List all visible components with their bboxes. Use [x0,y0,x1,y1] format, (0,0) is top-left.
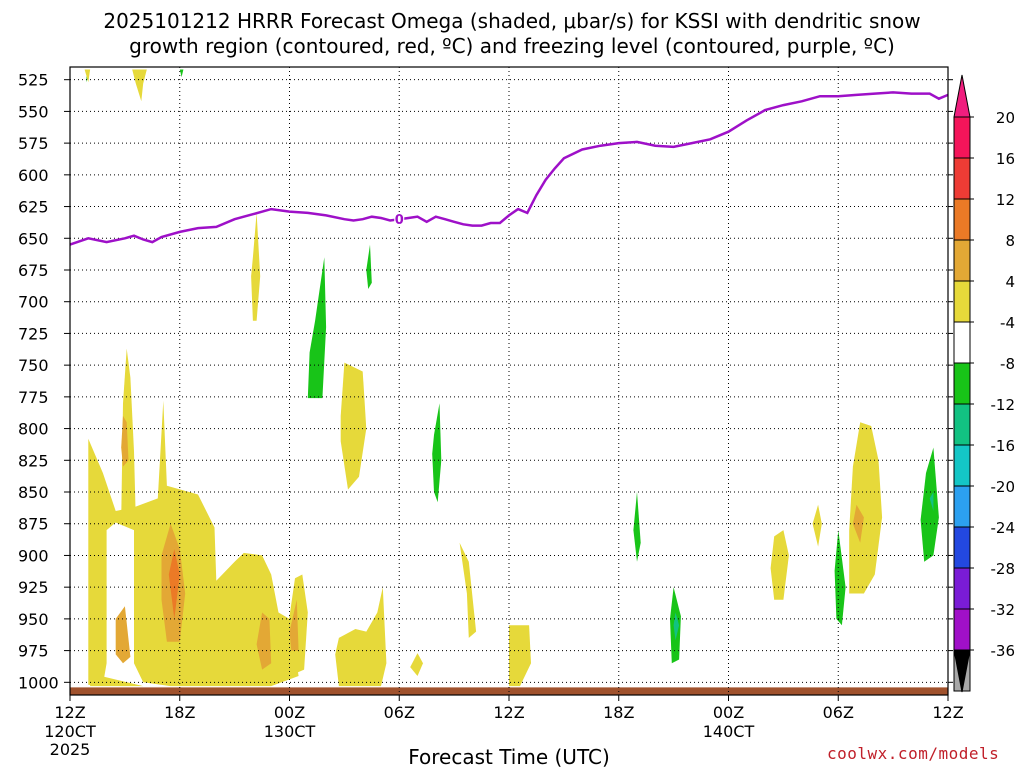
x-tick-label-30: 18Z [603,703,634,722]
colorbar-label--16: -16 [991,437,1016,455]
omega-region-9 [509,625,531,687]
y-tick-label-975: 975 [18,642,49,661]
freezing-level-label-bg [394,212,405,227]
colorbar-swatch-11 [953,567,971,610]
colorbar-swatch-9 [953,485,971,528]
omega-region-7 [410,653,423,676]
omega-region-8 [459,542,477,638]
omega-region-6 [335,587,387,687]
colorbar-swatch-0 [953,116,971,159]
y-tick-label-575: 575 [18,134,49,153]
y-tick-label-850: 850 [18,483,49,502]
colorbar-tip-top [953,74,971,118]
y-tick-label-925: 925 [18,578,49,597]
omega-region-13 [90,673,144,687]
colorbar-label--12: -12 [991,396,1016,414]
colorbar-label-16: 16 [996,150,1015,168]
x-tick-date-36: 140CT [703,722,755,741]
colorbar-swatch-7 [953,403,971,446]
omega-region-32 [673,612,680,641]
y-tick-label-725: 725 [18,324,49,343]
y-tick-label-800: 800 [18,420,49,439]
x-tick-label-36: 00Z [713,703,744,722]
colorbar-label-12: 12 [996,191,1015,209]
y-tick-label-700: 700 [18,293,49,312]
x-tick-label-12: 00Z [274,703,305,722]
y-tick-label-650: 650 [18,229,49,248]
freezing-level-line [69,91,949,246]
omega-region-30 [132,69,147,102]
omega-region-21 [307,257,327,399]
x-tick-date-0: 120CT [44,722,96,741]
y-tick-label-875: 875 [18,515,49,534]
omega-region-17 [256,612,272,670]
omega-region-26 [834,530,846,626]
plot-area: 0 525 550 575 600 625 650 675 700 725 750 775 800 825… [18,66,964,759]
y-tick-label-900: 900 [18,546,49,565]
omega-region-20 [168,549,180,619]
x-axis-label: Forecast Time (UTC) [408,745,610,768]
colorbar-swatch-8 [953,444,971,487]
colorbar-label--36: -36 [991,642,1016,660]
colorbar-label-20: 20 [996,109,1015,127]
omega-region-27 [920,447,939,562]
omega-region-5 [340,362,367,490]
x-tick-label-42: 06Z [823,703,854,722]
y-tick-label-950: 950 [18,610,49,629]
omega-region-29 [179,69,184,78]
y-tick-label-825: 825 [18,451,49,470]
colorbar-swatch-3 [953,239,971,282]
chart-title-line2: growth region (contoured, red, ºC) and f… [129,34,895,58]
colorbar-label--20: -20 [991,478,1016,496]
colorbar-label--24: -24 [991,519,1016,537]
credit-text: coolwx.com/models [827,744,1000,763]
colorbar-label--28: -28 [991,560,1016,578]
chart-title-line1: 2025101212 HRRR Forecast Omega (shaded, … [103,9,920,33]
colorbar: 20 16 12 8 4 -4 -8 -12 -16 -20 -24 -28 -32 -36 [953,74,1016,693]
y-tick-label-600: 600 [18,166,49,185]
y-tick-label-750: 750 [18,356,49,375]
omega-region-22 [366,244,372,289]
colorbar-swatch-10 [953,526,971,569]
y-tick-label-550: 550 [18,102,49,121]
omega-region-23 [432,403,442,503]
colorbar-label--8: -8 [1000,355,1015,373]
omega-region-4 [251,212,261,321]
omega-region-14 [115,606,131,664]
colorbar-swatch-2 [953,198,971,241]
x-tick-label-18: 06Z [384,703,415,722]
omega-region-11 [812,504,822,547]
y-tick-label-525: 525 [18,71,49,90]
omega-region-0 [88,400,299,687]
colorbar-label--32: -32 [991,601,1016,619]
x-tick-label-0: 12Z [54,703,85,722]
y-tick-label-625: 625 [18,198,49,217]
omega-region-1 [121,348,136,520]
colorbar-tip-bottom [953,649,971,693]
colorbar-swatch-4 [953,280,971,323]
x-tick-date-12: 130CT [264,722,316,741]
colorbar-label-4: 4 [1005,273,1015,291]
colorbar-swatch-6 [953,362,971,405]
x-tick-label-24: 12Z [493,703,524,722]
omega-region-33 [929,492,934,511]
omega-region-12 [849,422,883,594]
colorbar-label--4: -4 [1000,314,1015,332]
freezing-level-label: 0 [395,213,404,228]
colorbar-swatch-5 [953,321,971,364]
omega-region-18 [289,599,299,651]
y-tick-label-1000: 1000 [18,673,59,692]
omega-region-31 [84,69,91,83]
omega-region-24 [633,492,641,562]
x-tick-label-48: 12Z [932,703,963,722]
y-tick-label-775: 775 [18,388,49,407]
colorbar-label-8: 8 [1005,232,1015,250]
y-tick-label-675: 675 [18,261,49,280]
colorbar-swatch-1 [953,157,971,200]
colorbar-swatch-12 [953,608,971,651]
omega-region-10 [770,530,789,600]
x-tick-year-0: 2025 [50,740,91,759]
x-tick-label-6: 18Z [164,703,195,722]
